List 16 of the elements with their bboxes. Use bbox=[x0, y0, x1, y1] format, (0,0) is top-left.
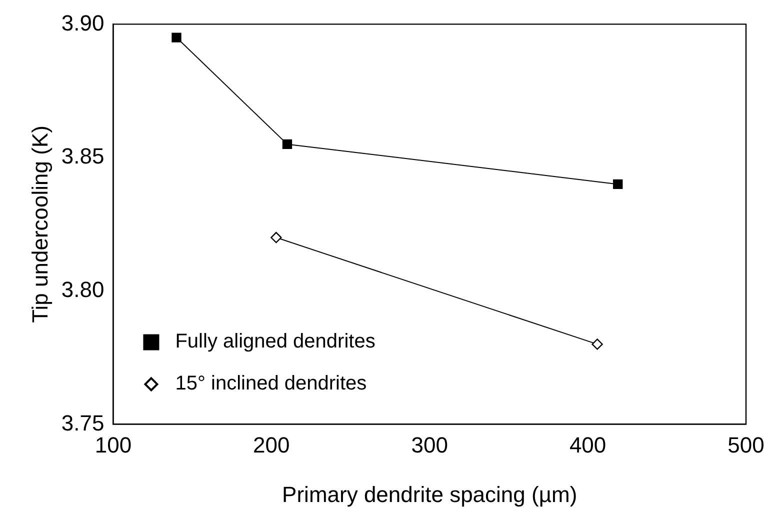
point bbox=[592, 338, 603, 350]
point bbox=[270, 232, 282, 244]
point bbox=[613, 179, 623, 190]
x-axis-title: Primary dendrite spacing (µm) bbox=[282, 482, 578, 507]
y-tick-label: 3.85 bbox=[61, 144, 104, 169]
x-tick-label: 500 bbox=[728, 432, 764, 458]
y-axis-title: Tip undercooling (K) bbox=[27, 126, 52, 323]
legend-label: Fully aligned dendrites bbox=[175, 330, 376, 353]
x-tick-label: 200 bbox=[253, 432, 290, 458]
y-tick-label: 3.80 bbox=[61, 276, 104, 302]
point bbox=[172, 32, 182, 42]
legend-label: 15° inclined dendrites bbox=[175, 372, 367, 395]
y-tick-label: 3.90 bbox=[61, 10, 104, 36]
x-tick-label: 300 bbox=[411, 432, 448, 458]
point bbox=[282, 139, 292, 150]
x-tick-label: 400 bbox=[569, 432, 606, 458]
